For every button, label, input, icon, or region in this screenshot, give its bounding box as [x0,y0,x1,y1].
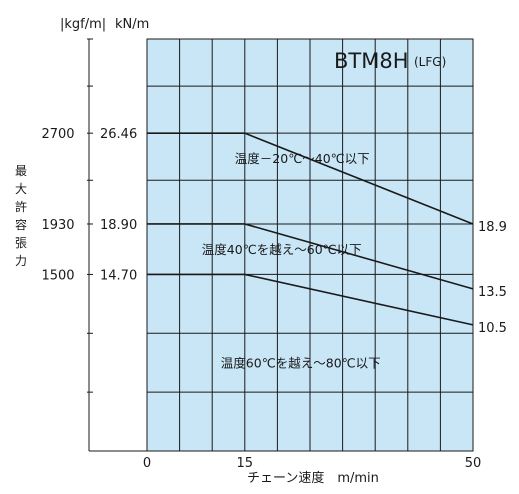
y-tick-label-kgf: 1500 [41,268,74,283]
series-end-label: 13.5 [478,285,507,300]
y-axis-title: 最大許容張力 [15,164,27,268]
labels: |kgf/m| kN/m BTM8H (LFG) チェーン速度 m/min 最大… [15,17,446,486]
y-axis-title-char: 許 [15,200,27,214]
y-tick-label-kgf: 1930 [41,218,74,233]
y-axis-title-char: 張 [15,236,27,250]
series-name-label: 温度60℃を越え～80℃以下 [221,355,381,370]
unit-kn-label: kN/m [115,17,149,32]
series-line [147,273,474,326]
unit-kgf-label: |kgf/m| [60,17,106,32]
series-end-label: 18.9 [478,220,507,235]
chart-title: BTM8H [334,49,409,73]
chart-subtitle: (LFG) [414,55,446,69]
y-axis-title-char: 容 [15,217,27,232]
y-axis-title-char: 大 [15,182,27,196]
x-axis-title: チェーン速度 m/min [247,470,379,486]
series-name-label: 温度－20℃～40℃以下 [235,151,370,166]
x-tick-label: 15 [237,456,254,471]
grid [146,38,474,452]
y-axis-title-char: 力 [15,254,27,268]
y-axis: 1500 14.70 1930 18.90 2700 26.46 0 15 50 [41,38,482,471]
series-line [147,223,474,290]
series-lines: 18.9 温度－20℃～40℃以下 13.5 温度40℃を越え～60℃以下 10.5 温度… [147,132,507,370]
y-tick-label-kn: 26.46 [100,127,137,142]
series-end-label: 10.5 [478,321,507,336]
x-tick-label: 50 [465,456,482,471]
x-tick-label: 0 [143,456,151,471]
series-line [147,132,474,225]
y-tick-label-kn: 18.90 [100,218,137,233]
y-tick-label-kgf: 2700 [41,127,74,142]
y-tick-label-kn: 14.70 [100,268,137,283]
y-axis-title-char: 最 [15,164,27,178]
series-name-label: 温度40℃を越え～60℃以下 [202,242,362,257]
